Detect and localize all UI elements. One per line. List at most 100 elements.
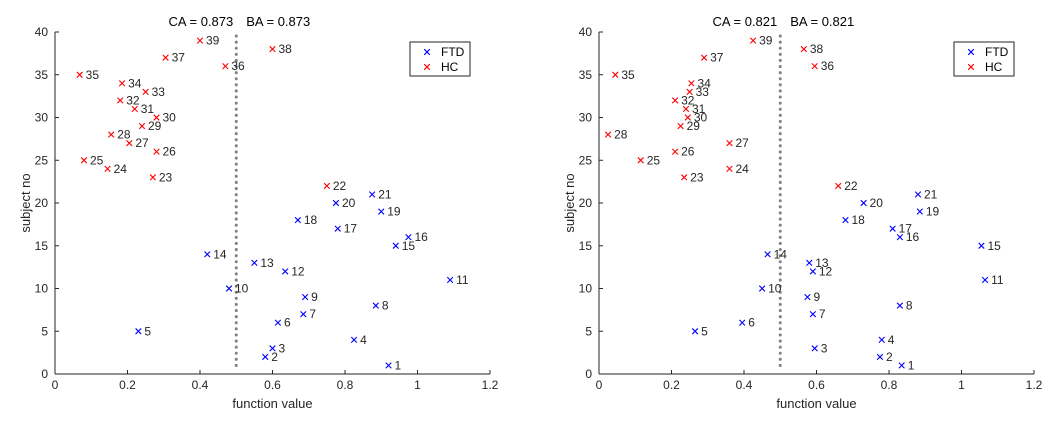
data-point-ftd-9 bbox=[804, 293, 811, 301]
data-label-ftd-12: 12 bbox=[819, 264, 833, 278]
x-tick-label: 0.2 bbox=[663, 378, 680, 392]
chart-panel-2: 0 0.2 0.4 0.6 0.8 1 1.20510152025303540functio… bbox=[562, 14, 1043, 411]
legend-box bbox=[409, 41, 471, 77]
data-label-hc-34: 34 bbox=[697, 76, 711, 90]
data-label-hc-25: 25 bbox=[90, 153, 104, 167]
data-label-ftd-7: 7 bbox=[819, 307, 826, 321]
y-tick-label: 0 bbox=[41, 367, 48, 381]
data-point-ftd-16 bbox=[405, 234, 412, 241]
data-label-hc-29: 29 bbox=[687, 119, 701, 133]
data-point-hc-39 bbox=[749, 37, 757, 44]
y-tick-label: 35 bbox=[579, 68, 593, 82]
legend-label-ftd: FTD bbox=[985, 45, 1009, 59]
data-label-hc-24: 24 bbox=[736, 162, 750, 176]
legend-marker-ftd bbox=[967, 48, 975, 56]
y-tick-label: 20 bbox=[579, 196, 593, 210]
x-tick-label: 0.4 bbox=[736, 378, 753, 392]
x-tick-label: 1 bbox=[958, 378, 965, 392]
data-point-ftd-8 bbox=[896, 302, 904, 309]
data-point-ftd-7 bbox=[809, 310, 817, 318]
data-label-ftd-15: 15 bbox=[402, 239, 416, 253]
legend-label-hc: HC bbox=[441, 60, 459, 74]
legend-marker-hc bbox=[967, 63, 975, 71]
data-point-hc-35 bbox=[612, 71, 619, 78]
data-label-hc-36: 36 bbox=[231, 59, 245, 73]
data-label-hc-35: 35 bbox=[621, 68, 635, 82]
data-label-hc-31: 31 bbox=[141, 102, 155, 116]
data-label-hc-26: 26 bbox=[681, 145, 695, 159]
data-point-hc-28 bbox=[604, 131, 612, 138]
x-tick-label: 1.2 bbox=[482, 378, 499, 392]
data-label-ftd-2: 2 bbox=[886, 350, 893, 364]
y-tick-label: 35 bbox=[35, 68, 49, 82]
legend-marker-hc bbox=[423, 63, 431, 71]
data-point-hc-31 bbox=[682, 105, 690, 113]
x-tick-label: 0.6 bbox=[808, 378, 825, 392]
data-point-ftd-3 bbox=[811, 345, 818, 352]
data-point-ftd-14 bbox=[204, 251, 211, 258]
data-label-hc-27: 27 bbox=[736, 136, 750, 150]
x-tick-label: 0.6 bbox=[264, 378, 281, 392]
x-axis-label: function value bbox=[232, 396, 312, 411]
data-label-ftd-1: 1 bbox=[908, 358, 915, 372]
data-point-ftd-19 bbox=[378, 208, 385, 215]
y-tick-label: 15 bbox=[35, 239, 49, 253]
data-point-ftd-4 bbox=[350, 336, 358, 343]
data-label-ftd-16: 16 bbox=[906, 230, 920, 244]
y-tick-label: 20 bbox=[35, 196, 49, 210]
data-point-ftd-21 bbox=[914, 191, 922, 198]
data-point-ftd-13 bbox=[251, 259, 258, 267]
data-point-hc-32 bbox=[117, 97, 124, 104]
data-point-hc-32 bbox=[671, 97, 679, 104]
title-ba: BA = 0.821 bbox=[790, 14, 854, 29]
data-point-ftd-4 bbox=[878, 336, 885, 343]
data-point-hc-36 bbox=[811, 63, 818, 70]
data-label-hc-28: 28 bbox=[614, 128, 628, 142]
data-point-ftd-12 bbox=[281, 268, 289, 275]
data-label-hc-33: 33 bbox=[152, 85, 166, 99]
data-point-ftd-9 bbox=[301, 293, 309, 301]
data-point-ftd-11 bbox=[981, 276, 989, 284]
data-point-hc-37 bbox=[700, 54, 708, 61]
data-label-ftd-10: 10 bbox=[235, 282, 249, 296]
data-point-hc-30 bbox=[684, 114, 692, 121]
data-label-hc-30: 30 bbox=[163, 111, 177, 125]
data-point-hc-25 bbox=[637, 157, 644, 164]
data-label-hc-22: 22 bbox=[333, 179, 347, 193]
x-tick-label: 0.4 bbox=[192, 378, 209, 392]
data-label-ftd-4: 4 bbox=[360, 333, 367, 347]
y-tick-label: 5 bbox=[585, 324, 592, 338]
data-label-ftd-12: 12 bbox=[291, 264, 305, 278]
data-point-ftd-2 bbox=[876, 353, 884, 361]
data-label-hc-36: 36 bbox=[821, 59, 835, 73]
data-label-ftd-20: 20 bbox=[870, 196, 884, 210]
data-point-hc-35 bbox=[76, 71, 83, 78]
data-point-hc-26 bbox=[153, 148, 160, 155]
data-point-hc-38 bbox=[269, 45, 276, 53]
data-point-ftd-3 bbox=[269, 345, 276, 352]
data-point-ftd-15 bbox=[392, 242, 399, 249]
x-tick-label: 0.8 bbox=[881, 378, 898, 392]
x-tick-label: 0.8 bbox=[337, 378, 354, 392]
data-label-ftd-13: 13 bbox=[815, 256, 829, 270]
data-label-ftd-21: 21 bbox=[924, 187, 938, 201]
data-point-hc-30 bbox=[153, 114, 160, 121]
title-ca: CA = 0.821 bbox=[713, 14, 778, 29]
x-axis-label: function value bbox=[776, 396, 856, 411]
data-point-ftd-13 bbox=[806, 259, 813, 267]
data-label-ftd-20: 20 bbox=[342, 196, 356, 210]
data-point-ftd-10 bbox=[225, 285, 233, 292]
data-label-ftd-19: 19 bbox=[926, 205, 940, 219]
y-tick-label: 40 bbox=[35, 25, 49, 39]
data-point-ftd-18 bbox=[842, 216, 849, 224]
data-label-hc-27: 27 bbox=[135, 136, 149, 150]
y-tick-label: 10 bbox=[579, 282, 593, 296]
data-label-hc-25: 25 bbox=[647, 153, 661, 167]
data-point-hc-27 bbox=[126, 139, 133, 147]
data-point-hc-25 bbox=[80, 157, 88, 164]
data-point-hc-34 bbox=[688, 80, 695, 87]
